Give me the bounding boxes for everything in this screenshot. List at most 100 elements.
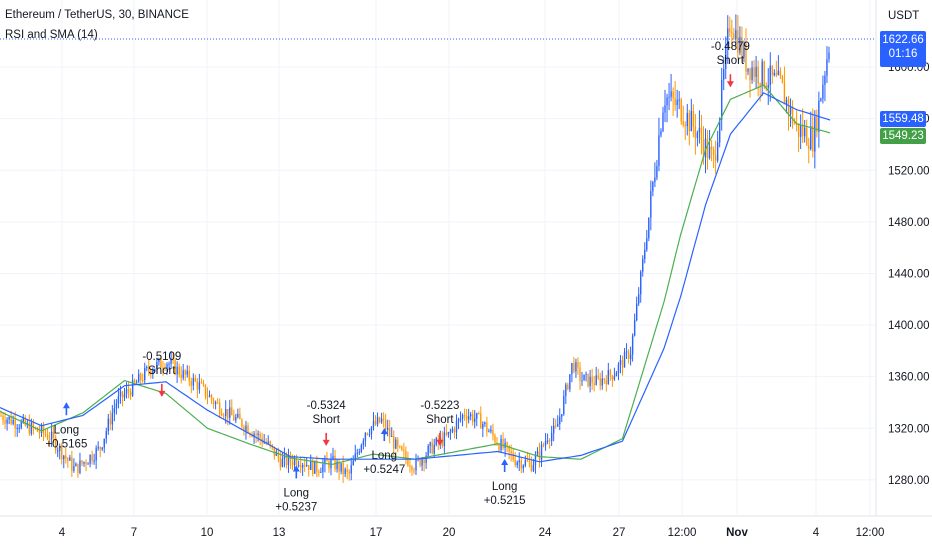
long-arrow-head [292,465,300,472]
time-tick-label: 12:00 [668,527,697,539]
candle-body [767,85,769,88]
time-tick-label: 24 [539,527,552,539]
candle-body [567,384,569,390]
candle-body [239,414,241,420]
candle-body [791,106,794,124]
candle-body [808,145,810,150]
candle-body [73,466,75,471]
candle-body [457,418,460,422]
candle-body [769,65,771,86]
candle-body [698,127,701,133]
candle-body [166,364,168,369]
candle-body [91,455,93,461]
candle-body [723,69,725,80]
candle-body [83,462,85,464]
signal-label: Long [54,424,80,436]
candle-body [237,414,239,418]
candle-body [463,414,466,417]
candle-body [212,399,215,405]
candle-body [686,112,688,127]
candle-body [482,424,484,429]
candle-body [320,472,322,474]
candle-body [579,367,581,381]
candle-body [71,457,73,471]
candle-body [759,83,761,86]
candle-body [269,441,271,445]
candle-body [627,351,630,359]
candle-body [332,455,334,459]
candle-body [243,427,245,432]
candle-body [480,413,482,429]
candle-body [737,30,739,53]
price-tick-label: 1400.00 [888,320,930,332]
candle-body [178,366,180,375]
candle-body [174,360,176,375]
candle-body [682,121,684,125]
candle-body [2,415,4,421]
candle-body [0,415,2,417]
candle-body [405,451,407,459]
candle-body [200,382,203,384]
candle-body [374,420,377,425]
signal-label: +0.5215 [484,495,526,507]
candle-body [277,451,280,458]
candle-body [303,464,306,467]
candle-body [575,362,577,372]
candle-body [615,372,618,377]
candle-body [399,446,401,448]
candle-body [38,431,41,434]
candle-body [14,419,16,429]
candle-body [668,96,670,98]
candle-body [271,444,273,447]
symbol-title[interactable]: Ethereum / TetherUS, 30, BINANCE [5,9,189,21]
candle-body [330,458,332,469]
candle-body [235,417,237,421]
candle-body [137,373,140,383]
time-axis: 4 7 10 13 17 20 24 27 12:00 Nov 4 12:00 [59,527,885,539]
candle-body [119,391,122,397]
candle-body [310,460,312,470]
signal-label: -0.4879 [711,41,750,53]
trade-signals: Long +0.5165 -0.5109 Short Long +0.5237 -0.532… [45,41,749,513]
candle-body [368,434,371,436]
candle-body [510,451,512,454]
candle-body [803,127,806,137]
candle-body [656,166,658,178]
candle-body [162,367,164,369]
candle-body [125,389,128,394]
candle-body [514,459,516,466]
candle-body [133,380,136,383]
candle-body [360,445,363,452]
candle-body [704,138,707,158]
signal-short: -0.5109 Short [142,351,181,397]
candle-body [741,36,743,58]
candle-body [146,367,148,369]
candle-body [214,402,217,405]
candle-body [231,407,233,416]
candle-body [16,427,18,429]
candle-body [812,126,814,152]
candle-body [751,67,753,80]
chart-grid [0,0,932,517]
candle-body [46,434,49,439]
candle-body [587,373,589,387]
candle-body [720,79,723,120]
indicator-title[interactable]: RSI and SMA (14) [5,29,98,41]
time-tick-label: 12:00 [856,527,885,539]
candle-body [747,68,749,72]
candle-body [279,457,282,467]
candle-body [352,460,354,466]
candle-body [129,391,132,396]
candle-body [617,364,620,373]
candle-body [806,127,808,146]
candle-body [550,433,553,441]
candle-body [581,380,583,382]
candle-body [546,440,549,442]
candle-body [411,466,413,471]
candle-body [467,416,470,420]
candle-body [401,446,403,451]
candle-body [380,418,383,423]
signal-label: -0.5324 [307,400,347,412]
sma-slow-tag: 1559.48 [880,111,926,127]
